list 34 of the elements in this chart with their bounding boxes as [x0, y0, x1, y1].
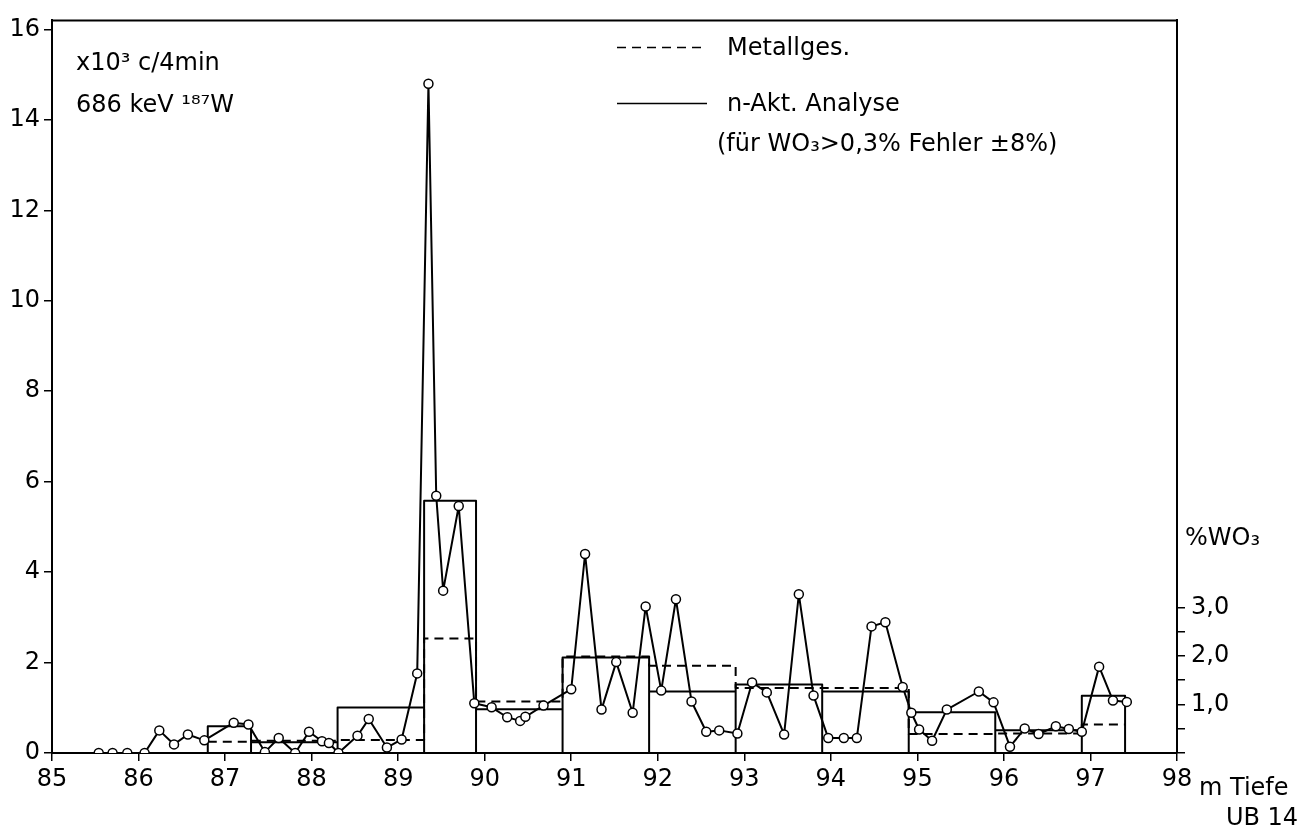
- x-tick-label: 90: [469, 763, 500, 792]
- x-tick-label: 95: [902, 763, 933, 792]
- y2-tick-label: 2,0: [1191, 640, 1230, 669]
- x-axis-title: m Tiefe: [1199, 773, 1289, 801]
- y2-tick-label: 1,0: [1191, 688, 1230, 717]
- y-tick-label: 14: [9, 104, 40, 133]
- x-tick-label: 98: [1161, 763, 1193, 792]
- x-tick-label: 94: [815, 763, 847, 792]
- y-tick-label: 6: [24, 465, 40, 494]
- x-tick-label: 96: [988, 763, 1020, 792]
- annotation: (für WO₃>0,3% Fehler ±8%): [717, 129, 1058, 158]
- y-tick-label: 2: [24, 646, 40, 675]
- x-tick-label: 87: [209, 763, 241, 792]
- text: UB 14: [1225, 803, 1299, 826]
- y-tick-label: 12: [9, 194, 40, 223]
- y-tick-label: 10: [9, 285, 40, 314]
- y2-axis-title: %WO₃: [1185, 523, 1261, 552]
- legend-label: n-Akt. Analyse: [727, 89, 900, 118]
- x-tick-label: 85: [36, 763, 68, 792]
- x-tick-label: 97: [1075, 763, 1106, 792]
- x-tick-label: 88: [296, 763, 327, 792]
- x-tick-label: 92: [642, 763, 674, 792]
- x-tick-label: 89: [382, 763, 414, 792]
- y-tick-label: 0: [24, 737, 40, 766]
- x-tick-label: 91: [555, 763, 587, 792]
- legend-label: Metallges.: [727, 33, 851, 62]
- annotation: 686 keV ¹⁸⁷W: [76, 90, 234, 119]
- y-tick-label: 8: [24, 375, 40, 404]
- y-axis-title: x10³ c/4min: [76, 48, 220, 77]
- y2-tick-label: 3,0: [1191, 591, 1230, 620]
- y-tick-label: 16: [9, 13, 40, 42]
- x-tick-label: 93: [729, 763, 760, 792]
- x-tick-label: 86: [123, 763, 154, 792]
- y-tick-label: 4: [24, 556, 40, 585]
